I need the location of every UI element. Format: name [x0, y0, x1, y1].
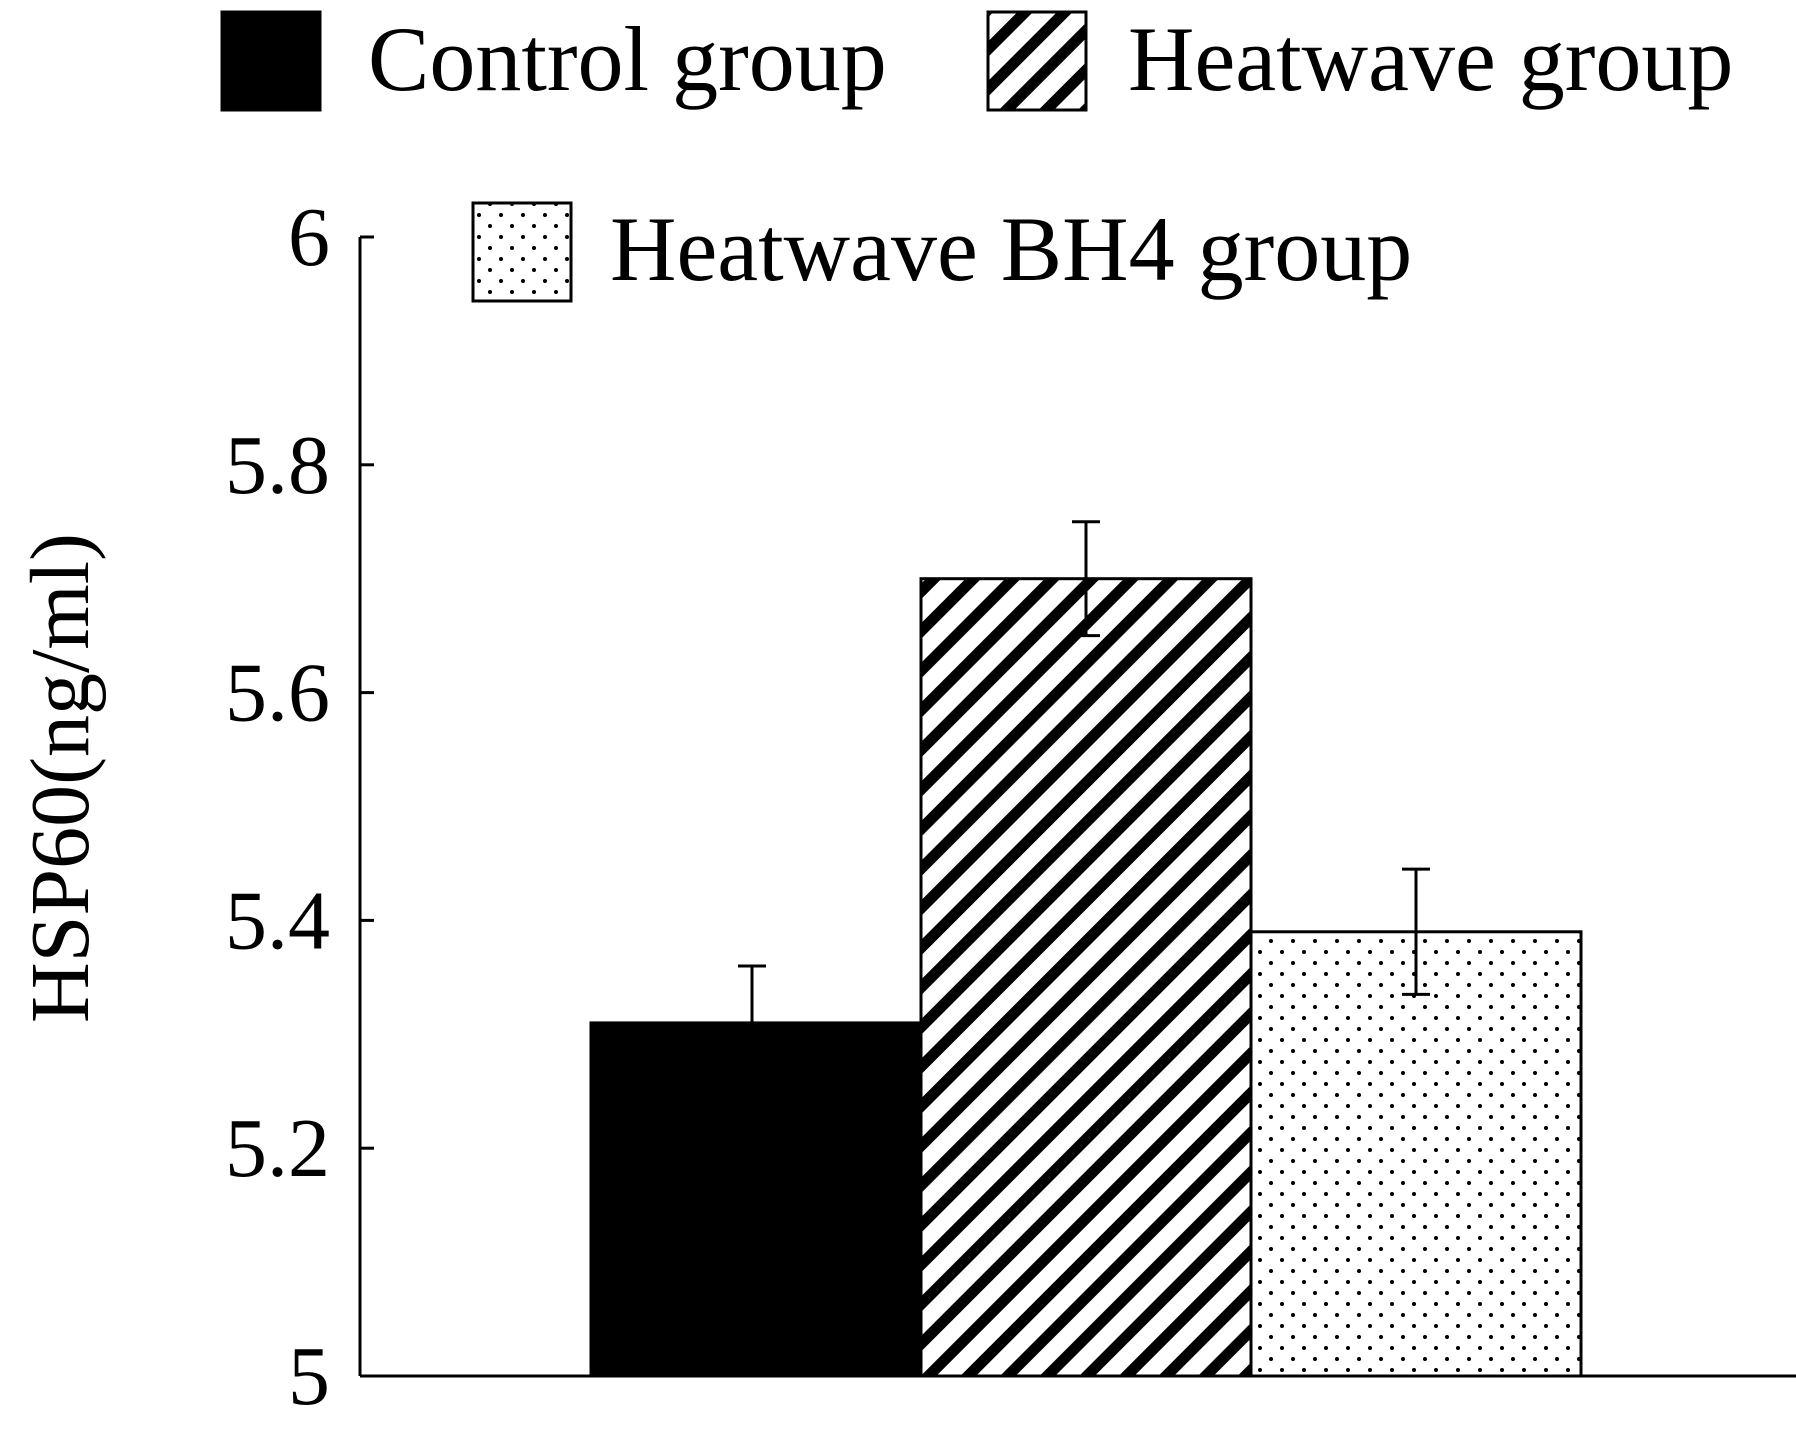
legend-item: Heatwave group [986, 8, 1733, 112]
legend-label: Heatwave group [1128, 8, 1733, 110]
legend-swatch [986, 10, 1088, 112]
error-bar [1402, 867, 1430, 996]
legend-item: Heatwave BH4 group [471, 198, 1412, 303]
error-bar [1072, 520, 1100, 638]
bar-heatwave-group [919, 577, 1253, 1378]
bar-heatwave-bh4-group [1249, 930, 1583, 1378]
y-tick-label: 5.2 [225, 1102, 330, 1195]
y-tick-label: 5 [288, 1330, 330, 1423]
legend-item: Control group [220, 8, 887, 112]
bars [589, 577, 1583, 1378]
y-axis-label: HSP60(ng/ml) [14, 533, 107, 1023]
legend-swatch [220, 10, 322, 112]
y-tick-label: 5.8 [225, 419, 330, 512]
error-bars [738, 520, 1430, 1023]
y-tick-label: 5.6 [225, 647, 330, 740]
error-bar [738, 964, 766, 1023]
y-tick-label: 5.4 [225, 874, 330, 967]
legend-swatch [471, 201, 573, 303]
legend-label: Heatwave BH4 group [610, 198, 1412, 300]
axes: 5 5.2 5.4 5.6 5.8 6 HSP60(ng/ml) [14, 191, 1796, 1423]
y-tick-label: 6 [288, 191, 330, 284]
legend-label: Control group [368, 8, 887, 110]
legend: Control group Heatwave group Heatwave BH4 … [220, 8, 1733, 303]
bar-control-group [589, 1021, 923, 1378]
